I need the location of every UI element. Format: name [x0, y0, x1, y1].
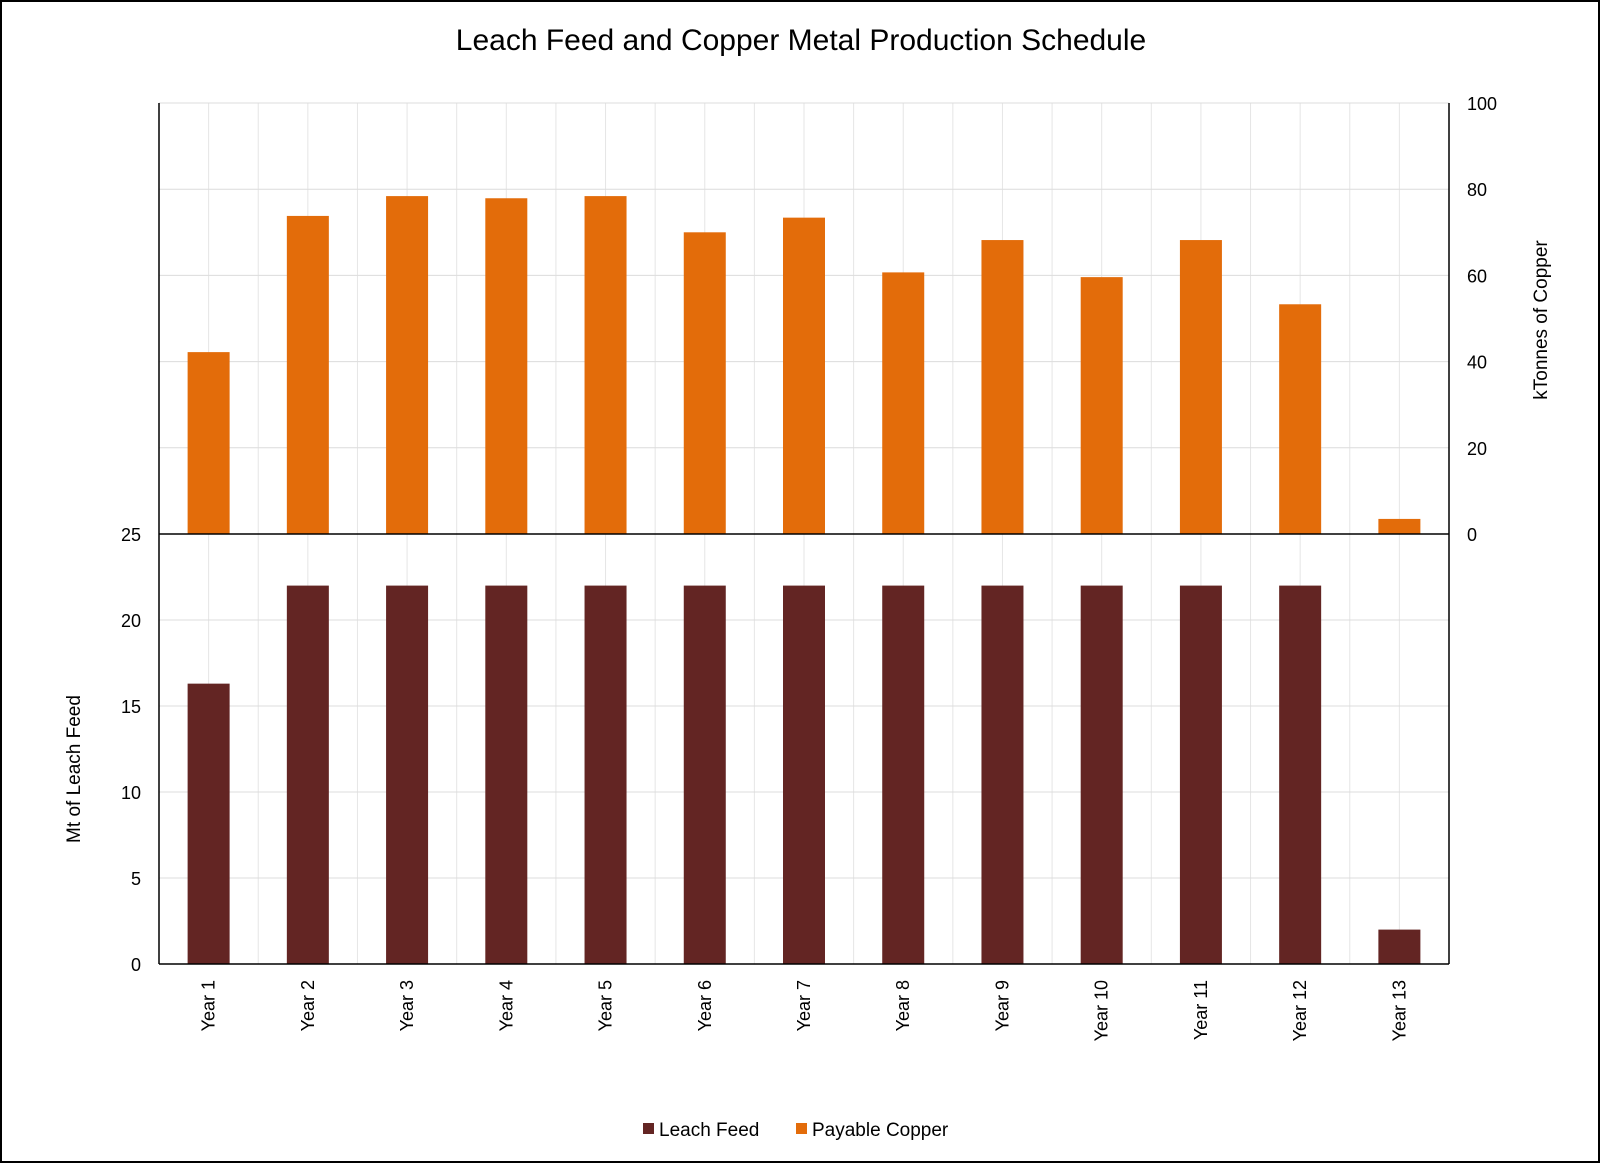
legend: Leach Feed Payable Copper — [643, 1120, 949, 1141]
bar-leach-feed — [981, 585, 1024, 964]
payable-copper-bars — [187, 196, 1421, 535]
x-tick-label: Year 4 — [496, 980, 516, 1031]
bar-payable-copper — [584, 196, 627, 534]
bar-payable-copper — [485, 198, 528, 534]
bar-payable-copper — [386, 196, 429, 534]
right-tick-label: 20 — [1467, 439, 1487, 459]
bar-leach-feed — [683, 585, 726, 964]
right-axis-title: kTonnes of Copper — [1531, 240, 1552, 400]
left-axis-ticks: 0 5 10 15 20 25 — [121, 525, 141, 975]
leach-feed-bars — [187, 585, 1421, 964]
bar-leach-feed — [783, 585, 825, 964]
bar-payable-copper — [1279, 304, 1322, 534]
legend-swatch-leach-feed — [643, 1123, 654, 1134]
right-tick-label: 40 — [1467, 353, 1487, 373]
bar-payable-copper — [286, 215, 329, 534]
bar-leach-feed — [1179, 585, 1222, 964]
x-tick-label: Year 8 — [893, 980, 913, 1031]
bar-payable-copper — [1080, 277, 1123, 534]
bar-leach-feed — [485, 585, 528, 964]
legend-label-payable-copper: Payable Copper — [812, 1120, 949, 1141]
right-tick-label: 100 — [1467, 94, 1497, 114]
left-tick-label: 0 — [131, 955, 141, 975]
right-axis-ticks: 0 20 40 60 80 100 — [1467, 94, 1497, 545]
bar-payable-copper — [1378, 518, 1421, 534]
bar-payable-copper — [981, 240, 1024, 535]
right-tick-label: 60 — [1467, 266, 1487, 286]
legend-swatch-payable-copper — [796, 1123, 807, 1134]
legend-label-leach-feed: Leach Feed — [659, 1120, 759, 1141]
x-tick-label: Year 13 — [1389, 980, 1409, 1041]
x-tick-label: Year 5 — [596, 980, 616, 1031]
bar-payable-copper — [1179, 240, 1222, 535]
x-axis-ticks: Year 1 Year 2 Year 3 Year 4 Year 5 Year 6 Year… — [199, 980, 1410, 1041]
x-tick-label: Year 3 — [397, 980, 417, 1031]
x-tick-label: Year 12 — [1290, 980, 1310, 1041]
bar-payable-copper — [783, 217, 825, 534]
x-tick-label: Year 11 — [1191, 980, 1211, 1040]
chart-title: Leach Feed and Copper Metal Production S… — [456, 24, 1146, 57]
bar-leach-feed — [1279, 585, 1322, 964]
x-tick-label: Year 1 — [199, 980, 219, 1031]
x-tick-label: Year 9 — [992, 980, 1012, 1031]
x-tick-label: Year 10 — [1092, 980, 1112, 1041]
left-tick-label: 5 — [131, 869, 141, 889]
bar-payable-copper — [683, 232, 726, 535]
left-tick-label: 25 — [121, 525, 141, 545]
right-tick-label: 80 — [1467, 180, 1487, 200]
left-axis-title: Mt of Leach Feed — [64, 695, 85, 843]
left-tick-label: 15 — [121, 697, 141, 717]
axes — [158, 103, 1450, 965]
bar-leach-feed — [187, 683, 230, 964]
bar-payable-copper — [187, 352, 230, 534]
bar-leach-feed — [286, 585, 329, 964]
x-tick-label: Year 6 — [695, 980, 715, 1031]
right-tick-label: 0 — [1467, 525, 1477, 545]
x-tick-label: Year 7 — [794, 980, 814, 1031]
bar-leach-feed — [882, 585, 925, 964]
bar-payable-copper — [882, 272, 925, 534]
left-tick-label: 10 — [121, 783, 141, 803]
x-tick-label: Year 2 — [298, 980, 318, 1031]
bar-leach-feed — [1378, 929, 1421, 964]
left-tick-label: 20 — [121, 611, 141, 631]
bar-leach-feed — [584, 585, 627, 964]
bar-leach-feed — [1080, 585, 1123, 964]
bar-leach-feed — [386, 585, 429, 964]
